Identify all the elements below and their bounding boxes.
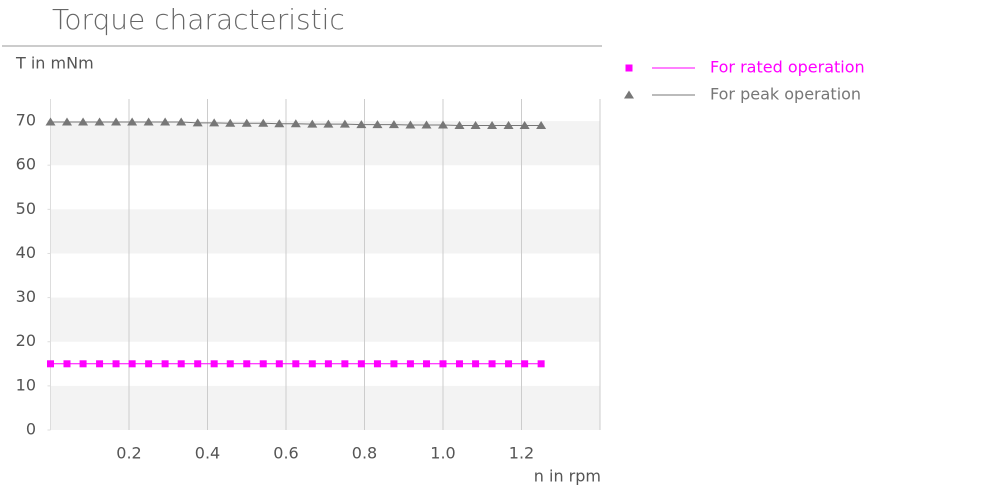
marker: [79, 360, 87, 368]
marker: [47, 360, 54, 368]
marker: [274, 119, 285, 128]
y-axis-label: T in mNm: [15, 54, 94, 73]
marker: [625, 64, 633, 72]
marker: [439, 360, 447, 368]
marker: [324, 360, 332, 368]
marker: [423, 360, 431, 368]
marker: [438, 120, 448, 129]
y-tick-label: 40: [16, 243, 36, 262]
marker: [405, 120, 416, 129]
marker: [292, 360, 300, 368]
y-tick-label: 70: [16, 111, 36, 130]
chart-title: Torque characteristic: [52, 3, 345, 36]
marker: [145, 360, 153, 368]
marker: [372, 120, 383, 129]
x-tick-label: 0.4: [195, 444, 220, 463]
x-tick-label: 0.8: [352, 444, 377, 463]
marker: [275, 360, 283, 368]
marker: [225, 118, 236, 127]
marker: [454, 120, 465, 129]
marker: [470, 120, 481, 129]
marker: [143, 117, 154, 126]
marker: [339, 119, 350, 128]
marker: [210, 360, 218, 368]
marker: [243, 360, 251, 368]
marker: [472, 360, 480, 368]
marker: [307, 119, 318, 128]
marker: [421, 120, 432, 129]
marker: [94, 117, 105, 126]
legend-label: For rated operation: [710, 58, 865, 77]
marker: [160, 117, 171, 126]
marker: [61, 117, 72, 126]
marker: [209, 118, 220, 127]
marker: [226, 360, 234, 368]
marker: [519, 120, 530, 129]
grid-band: [50, 209, 600, 254]
marker: [177, 360, 185, 368]
marker: [111, 117, 122, 126]
marker: [537, 360, 545, 368]
marker: [112, 360, 120, 368]
marker: [505, 360, 513, 368]
marker: [96, 360, 104, 368]
marker: [290, 119, 301, 128]
y-tick-label: 10: [16, 375, 36, 394]
grid-band: [50, 297, 600, 342]
marker: [487, 120, 498, 129]
marker: [63, 360, 71, 368]
marker: [406, 360, 414, 368]
marker: [127, 117, 138, 126]
x-tick-label: 1.2: [509, 444, 534, 463]
marker: [194, 360, 202, 368]
grid-band: [50, 385, 600, 430]
marker: [192, 118, 203, 127]
marker: [176, 117, 187, 126]
marker: [161, 360, 169, 368]
y-tick-label: 30: [16, 287, 36, 306]
marker: [357, 360, 365, 368]
marker: [624, 90, 634, 99]
marker: [390, 360, 398, 368]
x-tick-label: 1.0: [430, 444, 455, 463]
marker: [455, 360, 463, 368]
marker: [356, 120, 367, 129]
marker: [323, 119, 334, 128]
marker: [388, 120, 399, 129]
marker: [503, 120, 514, 129]
marker: [341, 360, 349, 368]
marker: [259, 360, 267, 368]
marker: [373, 360, 381, 368]
marker: [45, 117, 56, 126]
marker: [78, 117, 89, 126]
y-tick-label: 50: [16, 199, 36, 218]
marker: [536, 120, 547, 129]
x-tick-label: 0.2: [116, 444, 141, 463]
marker: [258, 118, 269, 127]
x-tick-label: 0.6: [273, 444, 298, 463]
marker: [241, 118, 252, 127]
grid-band: [50, 121, 600, 166]
marker: [308, 360, 316, 368]
marker: [488, 360, 496, 368]
marker: [521, 360, 529, 368]
y-tick-label: 20: [16, 331, 36, 350]
y-tick-label: 60: [16, 155, 36, 174]
marker: [128, 360, 136, 368]
y-tick-label: 0: [26, 420, 36, 439]
legend-label: For peak operation: [710, 85, 861, 104]
x-axis-label: n in rpm: [534, 467, 601, 486]
